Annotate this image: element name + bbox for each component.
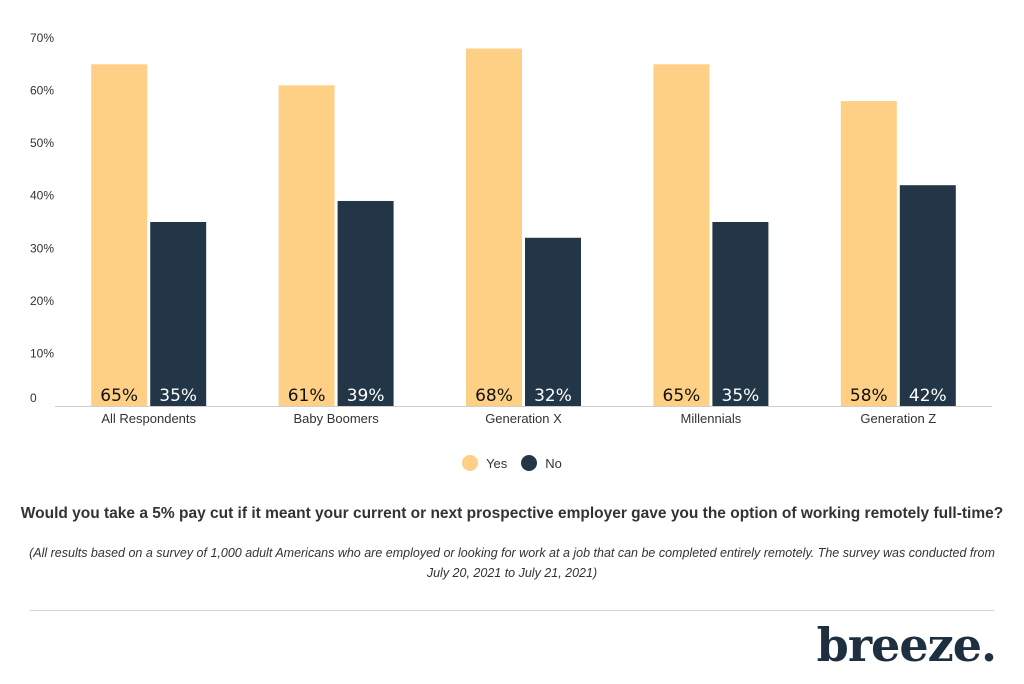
legend-label-no: No (545, 455, 562, 471)
data-label: 32% (534, 386, 572, 406)
bar-no (525, 237, 581, 406)
legend-label-yes: Yes (486, 455, 508, 471)
bar-no (712, 222, 769, 406)
data-label: 65% (100, 386, 138, 406)
data-label: 68% (475, 386, 513, 406)
data-label: 58% (850, 386, 888, 406)
data-label: 35% (722, 386, 760, 406)
bar-yes (91, 64, 148, 407)
y-tick-label: 20% (30, 294, 54, 308)
chart-note: (All results based on a survey of 1,000 … (29, 546, 995, 580)
bar-no (899, 185, 956, 406)
x-tick-label: Baby Boomers (293, 411, 379, 426)
y-tick-label: 60% (30, 84, 54, 98)
x-tick-label: Generation X (485, 411, 562, 426)
y-tick-label: 10% (30, 346, 54, 360)
legend-swatch-no (521, 455, 538, 471)
y-tick-label: 30% (30, 241, 54, 255)
bar-yes (466, 48, 522, 407)
legend-swatch-yes (462, 455, 479, 471)
x-tick-label: Generation Z (860, 411, 936, 426)
chart-title: Would you take a 5% pay cut if it meant … (20, 505, 1004, 522)
x-tick-label: All Respondents (101, 411, 196, 426)
bar-yes (653, 64, 710, 407)
bar-yes (840, 101, 897, 406)
y-tick-label: 70% (30, 31, 54, 45)
data-label: 65% (663, 386, 701, 406)
bar-no (337, 200, 394, 406)
legend-item-yes[interactable]: Yes (462, 455, 507, 471)
data-label: 61% (288, 386, 326, 406)
bar-no (150, 222, 207, 406)
y-tick-label: 0 (30, 391, 37, 405)
legend: Yes No (0, 455, 1024, 471)
breeze-logo: breeze. (816, 618, 997, 672)
data-label: 39% (347, 386, 385, 406)
data-label: 42% (909, 386, 947, 406)
y-tick-label: 50% (30, 136, 54, 150)
legend-item-no[interactable]: No (521, 455, 562, 471)
bar-chart: 0 10% 20% 30% 40% 50% 60% 70% 65% 35% All Responde… (30, 31, 992, 426)
data-label: 35% (159, 386, 197, 406)
y-tick-label: 40% (30, 189, 54, 203)
bar-yes (278, 85, 335, 407)
x-tick-label: Millennials (681, 411, 742, 426)
divider (30, 610, 994, 611)
